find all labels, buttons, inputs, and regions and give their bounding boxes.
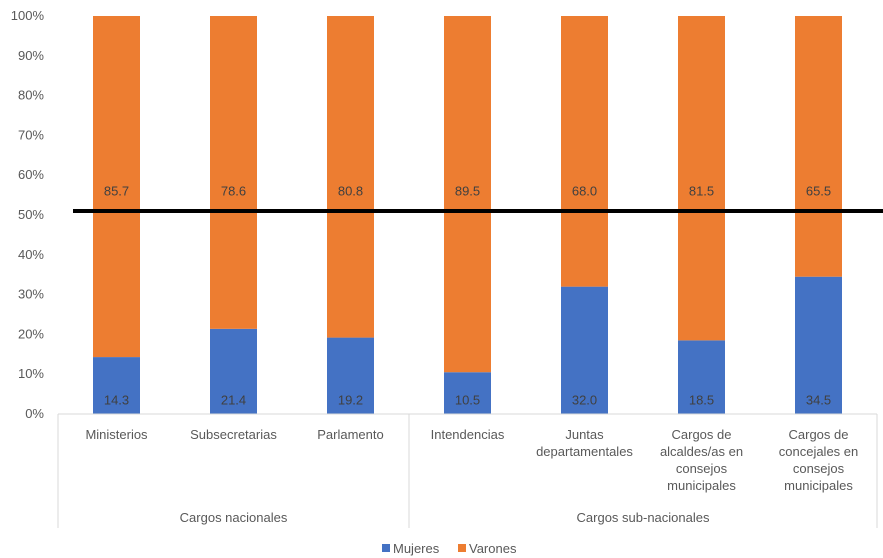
- bar-value-labels: 14.3 85.7 21.4 78.6 19.2 80.8 10.5 89.5 32.0 68.0…: [104, 184, 831, 408]
- data-label-varones-1: 85.7: [104, 184, 129, 199]
- category-label: consejos: [676, 461, 728, 476]
- group-labels: Cargos nacionales Cargos sub-nacionales: [180, 510, 710, 525]
- bar-mujeres-6: [678, 340, 725, 414]
- legend-label-varones: Varones: [469, 541, 517, 556]
- y-tick-label: 50%: [18, 207, 44, 222]
- y-tick-label: 10%: [18, 366, 44, 381]
- data-label-varones-5: 68.0: [572, 184, 597, 199]
- legend-swatch-mujeres: [382, 544, 390, 552]
- category-label: municipales: [784, 478, 853, 493]
- data-label-varones-7: 65.5: [806, 184, 831, 199]
- legend: Mujeres Varones: [382, 541, 517, 556]
- y-tick-label: 80%: [18, 88, 44, 103]
- category-label: Subsecretarias: [190, 427, 277, 442]
- bar-varones-2: [210, 16, 257, 329]
- y-tick-label: 0%: [25, 406, 44, 421]
- bar-mujeres-3: [327, 337, 374, 414]
- data-label-mujeres-5: 32.0: [572, 392, 597, 407]
- bar-varones-5: [561, 16, 608, 287]
- category-label: municipales: [667, 478, 736, 493]
- bars: [93, 16, 842, 414]
- bar-varones-7: [795, 16, 842, 277]
- category-label: alcaldes/as en: [660, 444, 743, 459]
- y-tick-label: 20%: [18, 326, 44, 341]
- data-label-varones-4: 89.5: [455, 184, 480, 199]
- y-tick-label: 30%: [18, 287, 44, 302]
- category-label: Cargos de: [672, 427, 732, 442]
- data-label-mujeres-3: 19.2: [338, 392, 363, 407]
- legend-label-mujeres: Mujeres: [393, 541, 440, 556]
- bar-mujeres-4: [444, 372, 491, 414]
- bar-varones-6: [678, 16, 725, 341]
- y-tick-label: 70%: [18, 127, 44, 142]
- bar-mujeres-7: [795, 276, 842, 414]
- category-label: Cargos de: [789, 427, 849, 442]
- category-label: Intendencias: [431, 427, 505, 442]
- y-tick-label: 60%: [18, 167, 44, 182]
- category-label: Ministerios: [85, 427, 148, 442]
- category-axis: [57, 413, 878, 528]
- data-label-varones-6: 81.5: [689, 184, 714, 199]
- bar-mujeres-5: [561, 286, 608, 414]
- bar-varones-1: [93, 16, 140, 358]
- bar-mujeres-2: [210, 328, 257, 414]
- data-label-mujeres-4: 10.5: [455, 392, 480, 407]
- category-label: Juntas: [565, 427, 604, 442]
- category-label: departamentales: [536, 444, 633, 459]
- data-label-mujeres-1: 14.3: [104, 392, 129, 407]
- y-tick-label: 40%: [18, 247, 44, 262]
- bar-mujeres-1: [93, 357, 140, 414]
- legend-swatch-varones: [458, 544, 466, 552]
- y-tick-label: 100%: [11, 8, 45, 23]
- category-label: consejos: [793, 461, 845, 476]
- bar-varones-3: [327, 16, 374, 338]
- bar-varones-4: [444, 16, 491, 373]
- data-label-mujeres-6: 18.5: [689, 392, 714, 407]
- data-label-mujeres-7: 34.5: [806, 392, 831, 407]
- group-label: Cargos nacionales: [180, 510, 288, 525]
- group-label: Cargos sub-nacionales: [577, 510, 710, 525]
- y-tick-label: 90%: [18, 48, 44, 63]
- data-label-varones-3: 80.8: [338, 184, 363, 199]
- data-label-varones-2: 78.6: [221, 184, 246, 199]
- category-labels: Ministerios Subsecretarias Parlamento Inten…: [85, 427, 858, 493]
- category-label: Parlamento: [317, 427, 383, 442]
- category-label: concejales en: [779, 444, 859, 459]
- data-label-mujeres-2: 21.4: [221, 392, 246, 407]
- y-axis-labels: 0% 10% 20% 30% 40% 50% 60% 70% 80% 90% 100%: [11, 8, 45, 421]
